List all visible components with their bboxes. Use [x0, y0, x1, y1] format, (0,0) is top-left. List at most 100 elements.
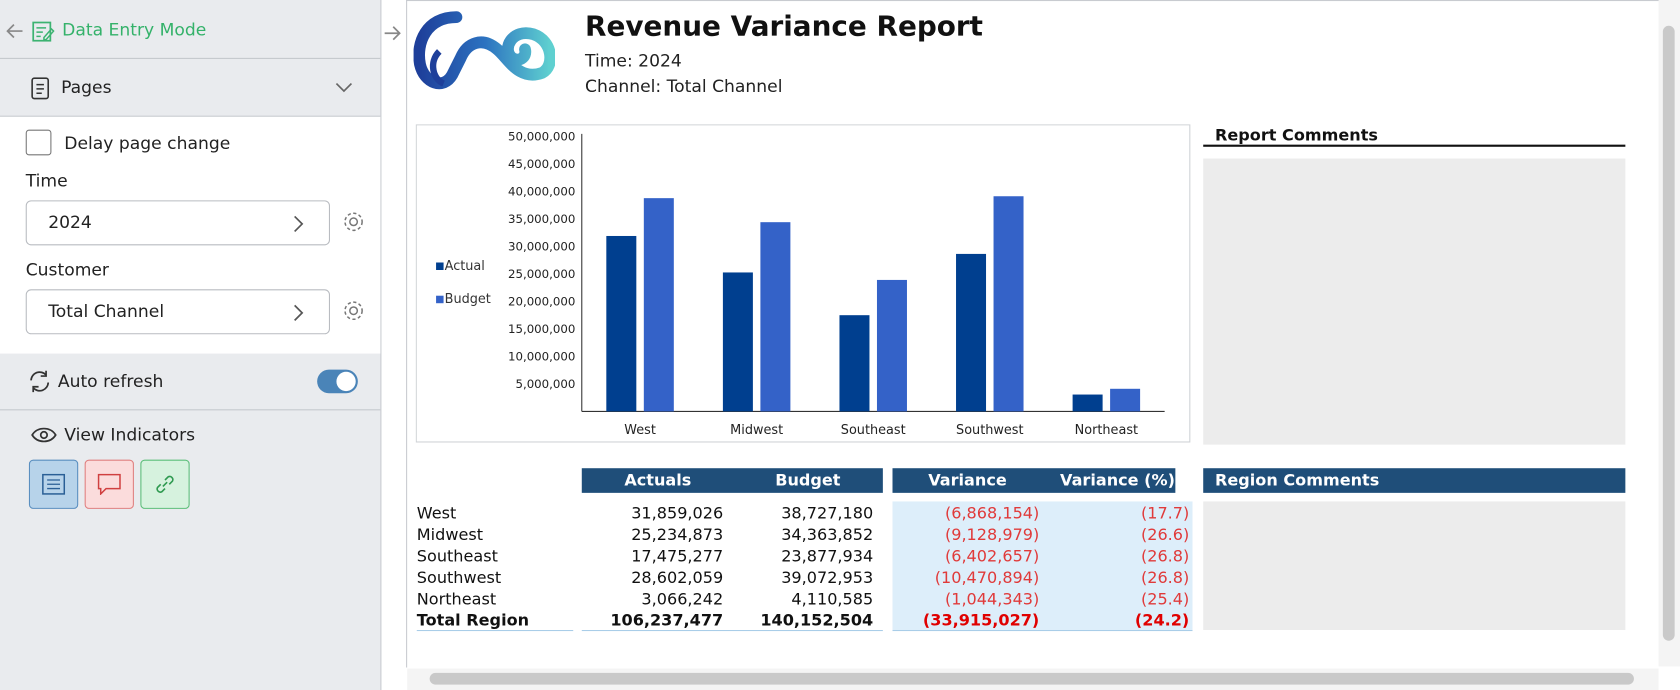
y-tick-label: 30,000,000: [508, 240, 575, 254]
bar: [1110, 388, 1141, 412]
cell: (26.8): [1140, 567, 1190, 588]
y-tick-label: 35,000,000: [508, 212, 575, 226]
forward-arrow[interactable]: [384, 24, 403, 43]
report-channel: Channel: Total Channel: [585, 76, 783, 97]
region-header-bar: Region Comments: [1203, 468, 1626, 493]
eye-icon: [31, 427, 57, 443]
bar: [722, 272, 753, 412]
row-label: West: [416, 503, 457, 523]
y-tick-label: 40,000,000: [508, 184, 575, 198]
cell: 17,475,277: [631, 546, 724, 566]
cell: 140,152,504: [760, 610, 874, 631]
variance-shade: [892, 501, 1193, 631]
notes-indicator[interactable]: [84, 459, 134, 509]
pages-label: Pages: [61, 77, 112, 98]
x-tick-label: Northeast: [1075, 423, 1138, 438]
logo: [413, 11, 556, 90]
bar: [876, 279, 907, 412]
row-label: Southeast: [416, 546, 498, 566]
x-tick-label: West: [624, 423, 656, 438]
cell: 34,363,852: [781, 525, 874, 545]
comments-indicator[interactable]: [28, 459, 79, 509]
time-settings[interactable]: [342, 210, 366, 234]
column-header: Actuals: [624, 470, 692, 490]
horizontal-scrollbar[interactable]: [407, 668, 1659, 690]
column-header: Variance: [928, 470, 1007, 490]
y-tick-label: 5,000,000: [515, 377, 575, 391]
region-comments-box[interactable]: [1203, 501, 1626, 631]
y-tick-label: 45,000,000: [508, 157, 575, 171]
links-indicator[interactable]: [140, 459, 190, 509]
report-title: Revenue Variance Report: [585, 10, 983, 43]
vertical-scrollbar[interactable]: [1658, 0, 1680, 667]
data-entry-icon: [32, 21, 55, 42]
customer-select[interactable]: Total Channel: [25, 289, 331, 335]
delay-label: Delay page change: [64, 132, 231, 154]
region-comments-title: Region Comments: [1215, 470, 1380, 490]
cell: 3,066,242: [641, 589, 724, 609]
report-comments-box[interactable]: [1203, 158, 1626, 445]
bar: [993, 196, 1024, 412]
cell: 4,110,585: [791, 589, 874, 609]
row-label: Southwest: [416, 567, 502, 588]
cell: (26.8): [1140, 546, 1190, 566]
expand-chevron[interactable]: [334, 81, 353, 94]
report-time: Time: 2024: [585, 50, 682, 71]
y-tick-label: 25,000,000: [508, 267, 575, 281]
x-tick-label: Midwest: [730, 423, 783, 438]
delay-checkbox[interactable]: [25, 129, 52, 156]
bar: [956, 253, 987, 412]
legend-label: Actual: [445, 259, 485, 274]
time-value: 2024: [48, 212, 92, 233]
cell: (33,915,027): [922, 610, 1040, 631]
total-label: Total Region: [416, 610, 530, 631]
cell: 28,602,059: [631, 567, 724, 588]
x-tick-label: Southeast: [841, 423, 906, 438]
auto-refresh-toggle[interactable]: [317, 369, 358, 394]
row-label: Midwest: [416, 525, 484, 545]
legend-swatch: [436, 262, 444, 271]
cell: (25.4): [1140, 589, 1190, 609]
column-header: Budget: [775, 470, 841, 490]
cell: 31,859,026: [631, 503, 724, 523]
cell: (1,044,343): [944, 589, 1040, 609]
y-tick-label: 50,000,000: [508, 129, 575, 143]
time-label: Time: [25, 170, 68, 191]
sidebar: Data Entry Mode Pages Delay page change …: [0, 0, 382, 690]
cell: (9,128,979): [944, 525, 1040, 545]
column-header: Variance (%): [1060, 470, 1175, 490]
actuals-header-bar: [581, 468, 883, 493]
y-tick-label: 10,000,000: [508, 350, 575, 364]
cell: 25,234,873: [631, 525, 724, 545]
cell: (17.7): [1140, 503, 1190, 523]
comments-rule: [1203, 144, 1626, 147]
cell: (24.2): [1134, 610, 1190, 631]
auto-refresh-label: Auto refresh: [57, 370, 164, 392]
customer-value: Total Channel: [48, 301, 165, 322]
cell: (26.6): [1140, 525, 1190, 545]
legend-swatch: [436, 295, 444, 304]
report-comments-title: Report Comments: [1215, 125, 1378, 145]
variance-header-bar: [892, 468, 1176, 493]
chart-frame: [415, 124, 1191, 443]
bar: [643, 198, 674, 412]
chart: 5,000,000 10,000,000 15,000,000 20,000,000 2…: [415, 124, 1191, 443]
cell: 106,237,477: [610, 610, 724, 631]
cell: 23,877,934: [781, 546, 874, 566]
y-tick-label: 20,000,000: [508, 295, 575, 309]
y-tick-label: 15,000,000: [508, 322, 575, 336]
x-tick-label: Southwest: [956, 423, 1023, 438]
legend-label: Budget: [445, 292, 491, 307]
customer-label: Customer: [25, 259, 109, 280]
time-select[interactable]: 2024: [25, 200, 331, 246]
pages-icon: [31, 77, 50, 100]
customer-settings[interactable]: [342, 299, 366, 323]
bar: [1072, 394, 1103, 412]
bar: [839, 315, 870, 412]
back-arrow[interactable]: [4, 21, 25, 40]
cell: (6,402,657): [944, 546, 1040, 566]
bar: [760, 222, 791, 412]
